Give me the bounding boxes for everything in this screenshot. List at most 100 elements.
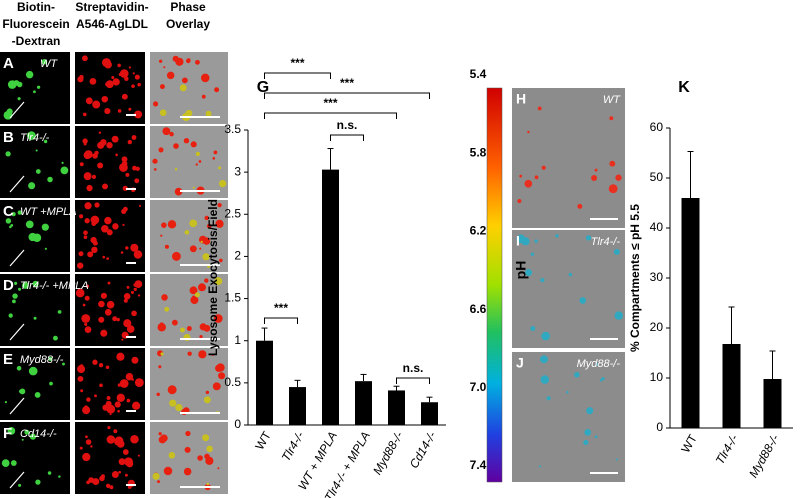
signal: [84, 326, 92, 333]
signal: [159, 84, 165, 90]
signal: [82, 303, 86, 307]
panel-letter: I: [516, 233, 520, 249]
signal: [61, 161, 64, 165]
significance-bracket: [264, 92, 430, 99]
signal: [1, 459, 10, 467]
signal: [172, 55, 179, 62]
y-tick-label: 2: [234, 249, 241, 263]
y-tick-label: 1: [234, 333, 241, 347]
signal: [82, 138, 88, 144]
signal: [163, 466, 173, 476]
signal: [77, 365, 86, 374]
signal: [123, 292, 131, 300]
signal: [169, 399, 177, 407]
signal: [99, 383, 103, 388]
signal: [138, 204, 141, 207]
signal: [125, 372, 134, 381]
signal: [58, 475, 61, 478]
signal: [215, 364, 223, 372]
signal: [33, 316, 37, 320]
signal: [157, 323, 166, 332]
signal: [114, 401, 121, 408]
signal: [21, 282, 29, 289]
signal: [206, 482, 210, 486]
signal: [116, 393, 125, 402]
x-tick-label: Cd14-/-: [407, 429, 439, 471]
signal: [99, 475, 105, 482]
panel-letter: A: [3, 55, 14, 72]
y-tick-label: 40: [650, 220, 664, 234]
panel-label: WT: [40, 58, 58, 70]
signal: [43, 139, 48, 144]
bar: [722, 344, 741, 428]
scale-bar: [590, 218, 618, 220]
signal: [596, 363, 599, 366]
panel-label: Tlr4-/-: [591, 236, 621, 248]
signal: [179, 327, 185, 333]
signal: [84, 322, 88, 326]
signal: [615, 174, 622, 181]
signal: [534, 175, 539, 180]
signal: [189, 286, 198, 295]
panel-label: WT: [603, 94, 621, 106]
signal: [5, 151, 11, 157]
signal: [158, 147, 164, 153]
signal: [198, 160, 202, 163]
signal: [218, 372, 226, 380]
overlay-image: [150, 126, 228, 198]
signal: [200, 240, 203, 244]
scale-bar: [590, 338, 618, 340]
signal: [100, 292, 107, 299]
signal: [173, 143, 179, 149]
signal: [158, 432, 162, 436]
signal: [90, 215, 100, 225]
scale-bar: [590, 472, 618, 474]
signal: [160, 352, 164, 356]
significance-bracket: [396, 377, 430, 384]
signal: [555, 234, 559, 238]
signal: [28, 232, 37, 242]
signal: [126, 325, 135, 333]
signal: [130, 290, 134, 294]
signal: [568, 272, 573, 277]
signal: [160, 434, 168, 442]
signal: [121, 338, 124, 341]
signal: [609, 160, 616, 167]
signal: [35, 149, 38, 152]
signal: [44, 247, 47, 250]
signal: [214, 277, 223, 286]
bar: [355, 381, 372, 425]
signal: [119, 69, 129, 78]
panel-letter: C: [3, 203, 14, 220]
signal: [104, 108, 111, 115]
signal: [123, 298, 128, 303]
signal: [82, 55, 88, 62]
signal: [189, 219, 198, 228]
signal: [121, 160, 128, 167]
signal: [113, 429, 118, 434]
x-tick-label: Myd88-/-: [746, 432, 782, 480]
signal: [107, 281, 111, 285]
scale-bar: [126, 262, 136, 264]
signal: [134, 110, 143, 119]
signal: [97, 141, 105, 149]
signal: [94, 394, 97, 398]
signal: [134, 280, 143, 289]
signal: [3, 110, 13, 120]
scale-bar: [126, 410, 136, 412]
signal: [33, 90, 36, 94]
signal: [86, 184, 93, 192]
signal: [609, 116, 614, 121]
signal: [4, 400, 7, 404]
arrow: [9, 471, 25, 489]
signal: [29, 433, 37, 440]
signal: [11, 211, 16, 217]
signal: [97, 162, 104, 169]
scale-bar: [180, 412, 220, 414]
bar: [681, 198, 700, 428]
signal: [41, 223, 49, 231]
signal: [92, 154, 95, 157]
signal: [128, 66, 131, 69]
signal: [205, 456, 214, 465]
signal: [212, 157, 216, 160]
